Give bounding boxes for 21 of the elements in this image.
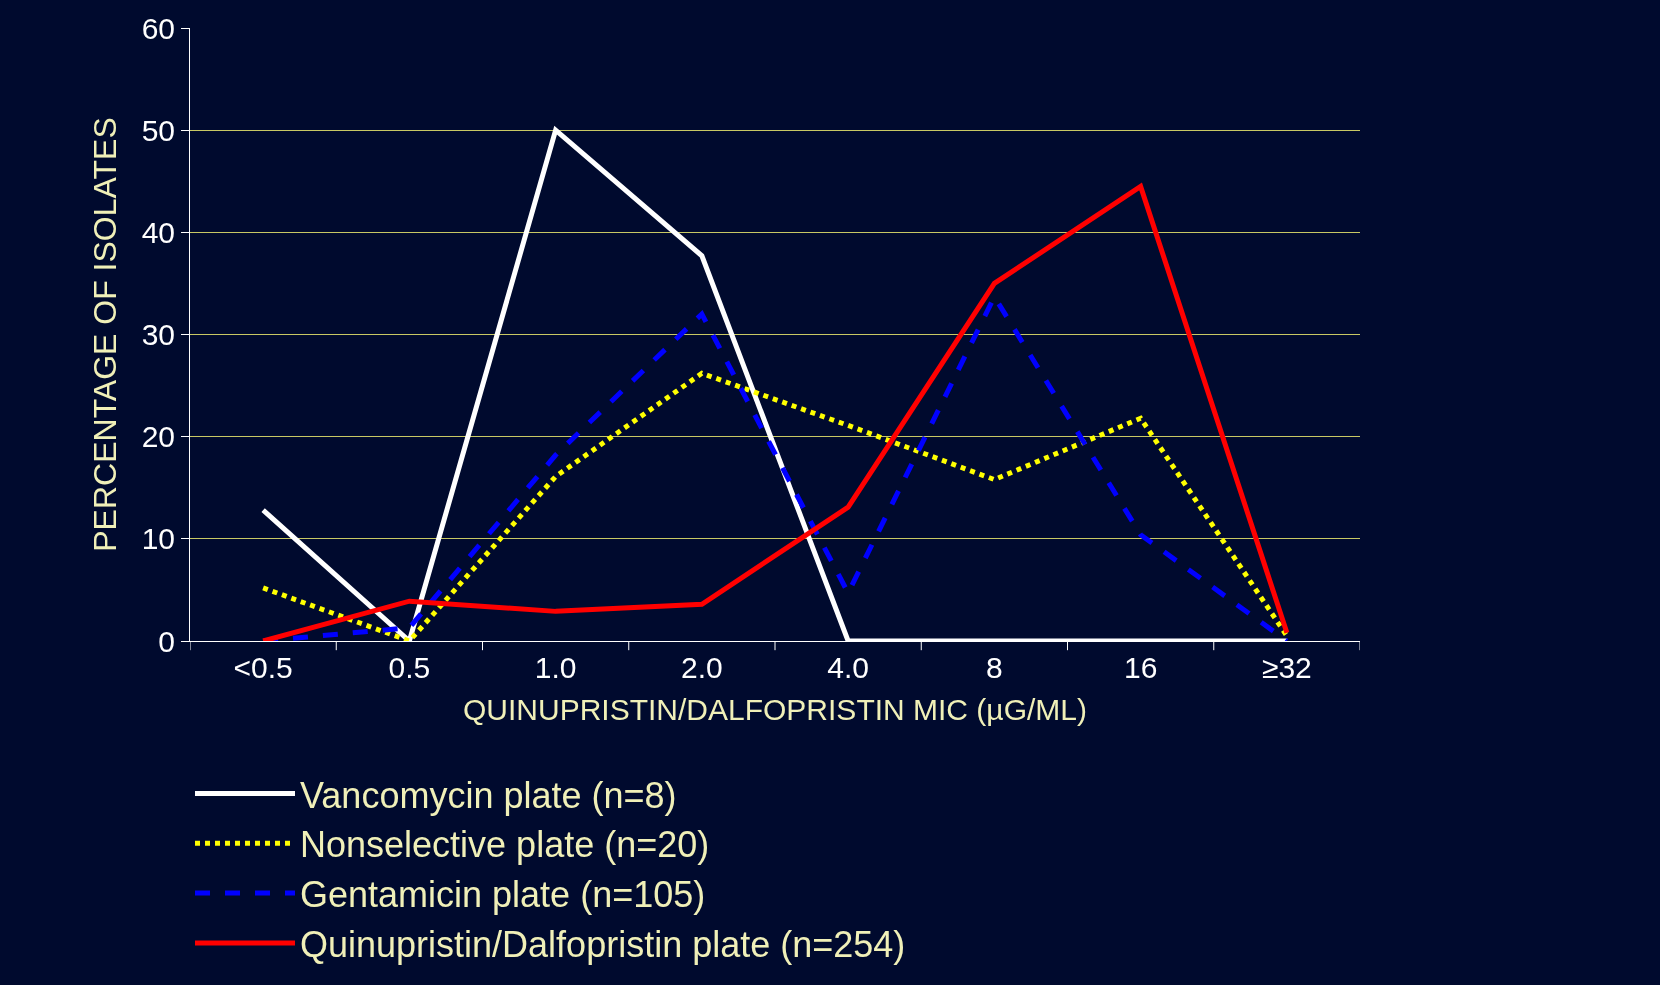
y-tick-label: 60 <box>141 11 175 45</box>
x-tick-label: 16 <box>1123 651 1158 684</box>
legend-label: Gentamicin plate (n=105) <box>300 874 706 916</box>
y-tick-label: 30 <box>141 318 175 351</box>
y-tick-label: 0 <box>158 624 175 658</box>
legend-label: Quinupristin/Dalfopristin plate (n=254) <box>300 923 906 965</box>
y-tick-label: 40 <box>141 215 175 249</box>
x-tick-label: <0.5 <box>233 651 293 684</box>
y-axis-title: PERCENTAGE OF ISOLATES <box>86 117 123 552</box>
x-axis-title: QUINUPRISTIN/DALFOPRISTIN MIC (µG/ML) <box>463 692 1087 726</box>
y-tick-label: 50 <box>141 113 175 147</box>
x-tick-label: 0.5 <box>388 651 431 684</box>
x-tick-label: 8 <box>986 651 1003 684</box>
x-tick-label: 2.0 <box>681 651 723 684</box>
legend-label: Vancomycin plate (n=8) <box>300 774 677 816</box>
y-tick-label: 10 <box>141 522 175 556</box>
x-tick-label: 1.0 <box>534 651 577 684</box>
y-tick-label: 20 <box>141 420 175 454</box>
x-tick-label: 4.0 <box>827 651 869 684</box>
x-tick-label: ≥32 <box>1261 651 1312 684</box>
legend-label: Nonselective plate (n=20) <box>300 824 710 866</box>
